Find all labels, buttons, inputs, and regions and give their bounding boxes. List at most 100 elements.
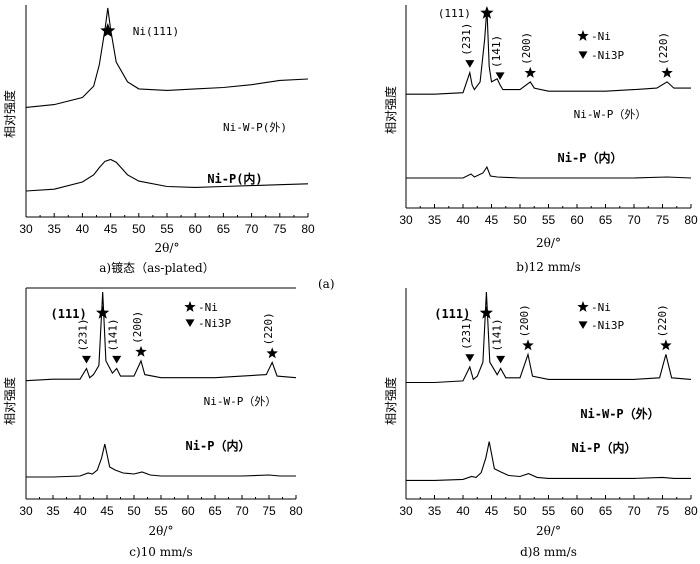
x-tick-label: 65 [217, 222, 231, 236]
triangle-down-icon [112, 355, 122, 364]
x-tick-label: 50 [513, 213, 527, 227]
series-label-1: Ni-W-P（外） [580, 406, 659, 421]
y-axis-label: 相对强度 [383, 86, 398, 134]
triangle-down-icon [465, 60, 475, 68]
star-icon [660, 339, 672, 351]
x-tick-label: 55 [154, 504, 168, 518]
x-tick-label: 55 [160, 222, 174, 236]
x-tick-label: 65 [599, 213, 613, 227]
peak-label: (220) [657, 32, 670, 65]
series-line-1 [406, 291, 692, 384]
peak-label: (220) [262, 312, 275, 345]
panel-caption: c)10 mm/s [129, 545, 192, 559]
x-tick-label: 80 [684, 213, 698, 227]
series-label-2: Ni-P(内) [207, 171, 262, 186]
y-axis-label: 相对强度 [2, 90, 17, 138]
y-axis-label: 相对强度 [383, 377, 398, 425]
y-axis-label: 相对强度 [2, 377, 17, 425]
peak-label: (231) [460, 23, 473, 56]
star-icon [577, 30, 589, 41]
x-tick-label: 65 [599, 504, 613, 518]
x-tick-label: 35 [428, 504, 442, 518]
peak-label: (111) [438, 7, 471, 20]
x-tick-label: 60 [181, 504, 195, 518]
x-tick-label: 35 [428, 213, 442, 227]
series-label-1: Ni-W-P（外） [204, 395, 277, 408]
legend-label: -Ni3P [198, 317, 231, 330]
star-icon [480, 6, 494, 19]
x-axis-label: 2θ/° [536, 236, 561, 250]
series-label-2: Ni-P（内） [186, 438, 251, 453]
x-tick-label: 55 [542, 504, 556, 518]
x-tick-label: 50 [513, 504, 527, 518]
x-tick-label: 40 [73, 504, 87, 518]
x-tick-label: 40 [456, 504, 470, 518]
x-axis-label: 2θ/° [536, 524, 561, 538]
x-tick-label: 70 [627, 213, 641, 227]
chart-panel-2: 30 35 40 45 50 55 60 65 70 75 80 2θ/° b)12 mm/s 相对强度 N… [383, 5, 698, 274]
x-tick-label: 60 [189, 222, 203, 236]
x-tick-label: 45 [100, 504, 114, 518]
x-tick-label: 70 [245, 222, 259, 236]
triangle-down-icon [81, 355, 91, 364]
x-tick-label: 80 [301, 222, 315, 236]
peak-label: (200) [518, 304, 531, 337]
panel-caption: a)镀态（as-plated） [99, 261, 214, 275]
star-icon [524, 66, 536, 78]
panel-caption: b)12 mm/s [516, 260, 580, 274]
triangle-down-icon [185, 319, 195, 328]
legend-label: -Ni [591, 30, 611, 43]
peak-label: (200) [520, 32, 533, 65]
x-tick-label: 35 [46, 504, 60, 518]
peak-label: (111) [51, 307, 87, 321]
series-label-1: Ni-W-P(外) [223, 121, 287, 134]
x-tick-label: 30 [19, 222, 33, 236]
panel-caption: d)8 mm/s [520, 545, 577, 559]
peak-label: (231) [76, 318, 89, 351]
triangle-down-icon [578, 51, 588, 60]
x-tick-label: 30 [19, 504, 33, 518]
series-line-1 [25, 291, 297, 382]
chart-panel-1: 30 35 40 45 50 55 60 65 70 75 80 2θ/° a)镀态（as-plated… [2, 5, 315, 275]
triangle-down-icon [495, 72, 505, 81]
x-tick-label: 35 [48, 222, 62, 236]
series-label-2: Ni-P（内） [558, 150, 623, 165]
peak-label: (200) [131, 311, 144, 344]
series-label-2: Ni-P（内） [572, 440, 637, 455]
x-tick-label: 75 [656, 213, 670, 227]
x-tick-label: 75 [656, 504, 670, 518]
legend-label: -Ni3P [591, 319, 624, 332]
figure-label: (a) [318, 277, 335, 291]
x-tick-label: 75 [262, 504, 276, 518]
x-tick-label: 70 [235, 504, 249, 518]
series-line-2 [25, 158, 309, 192]
legend-label: -Ni [198, 301, 218, 314]
x-tick-label: 45 [485, 213, 499, 227]
x-tick-label: 45 [104, 222, 118, 236]
series-line-1 [406, 7, 691, 95]
star-icon [184, 301, 196, 312]
star-icon [100, 23, 116, 38]
x-tick-label: 40 [456, 213, 470, 227]
peak-label: (220) [656, 304, 669, 337]
star-icon [577, 301, 589, 312]
series-line-2 [406, 441, 691, 481]
x-tick-label: 75 [273, 222, 287, 236]
legend-label: -Ni [591, 301, 611, 314]
triangle-down-icon [465, 354, 475, 362]
peak-label: (141) [490, 35, 503, 68]
legend-label: -Ni3P [591, 49, 624, 62]
series-line-2 [406, 165, 692, 179]
x-axis-label: 2θ/° [155, 241, 180, 255]
chart-panel-3: 30 35 40 45 50 55 60 65 70 75 80 2θ/° c)10 mm/s 相对强度 N… [2, 287, 303, 559]
x-tick-label: 30 [399, 504, 413, 518]
x-tick-label: 70 [627, 504, 641, 518]
x-tick-label: 80 [684, 504, 698, 518]
series-line-1 [25, 7, 309, 108]
peak-label: (141) [107, 318, 120, 351]
x-tick-label: 60 [570, 504, 584, 518]
peak-label: Ni(111) [133, 25, 179, 38]
x-axis-label: 2θ/° [149, 524, 174, 538]
series-label-1: Ni-W-P（外） [574, 108, 647, 121]
